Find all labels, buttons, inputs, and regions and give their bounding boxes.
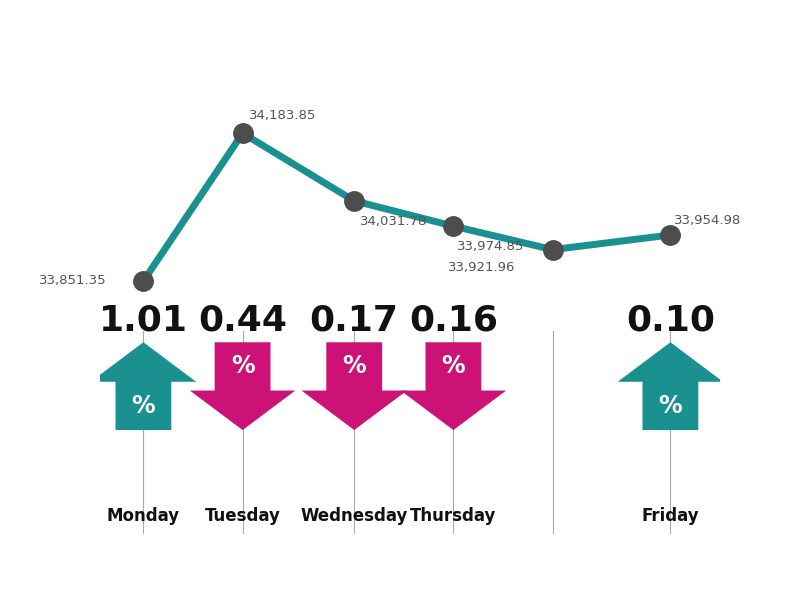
Text: 33,921.96: 33,921.96 xyxy=(448,261,515,274)
Text: %: % xyxy=(658,394,682,418)
Polygon shape xyxy=(401,342,506,430)
Text: 33,974.85: 33,974.85 xyxy=(457,240,524,253)
Text: 0.16: 0.16 xyxy=(409,304,498,338)
Text: Tuesday: Tuesday xyxy=(205,507,281,525)
Text: 34,031.78: 34,031.78 xyxy=(360,215,428,227)
Text: 33,851.35: 33,851.35 xyxy=(38,274,106,287)
Text: %: % xyxy=(342,355,366,379)
Text: Thursday: Thursday xyxy=(410,507,497,525)
Text: %: % xyxy=(131,394,155,418)
Polygon shape xyxy=(190,342,295,430)
Text: %: % xyxy=(442,355,466,379)
Text: 1.01: 1.01 xyxy=(99,304,188,338)
Text: 0.17: 0.17 xyxy=(310,304,398,338)
Text: 0.44: 0.44 xyxy=(198,304,287,338)
Text: Monday: Monday xyxy=(107,507,180,525)
Polygon shape xyxy=(618,342,723,430)
Text: 33,954.98: 33,954.98 xyxy=(674,214,741,227)
Polygon shape xyxy=(302,342,407,430)
Polygon shape xyxy=(90,342,196,430)
Text: %: % xyxy=(230,355,254,379)
Text: Friday: Friday xyxy=(642,507,699,525)
Text: 0.10: 0.10 xyxy=(626,304,715,338)
Text: Wednesday: Wednesday xyxy=(301,507,408,525)
Text: 34,183.85: 34,183.85 xyxy=(249,109,316,122)
